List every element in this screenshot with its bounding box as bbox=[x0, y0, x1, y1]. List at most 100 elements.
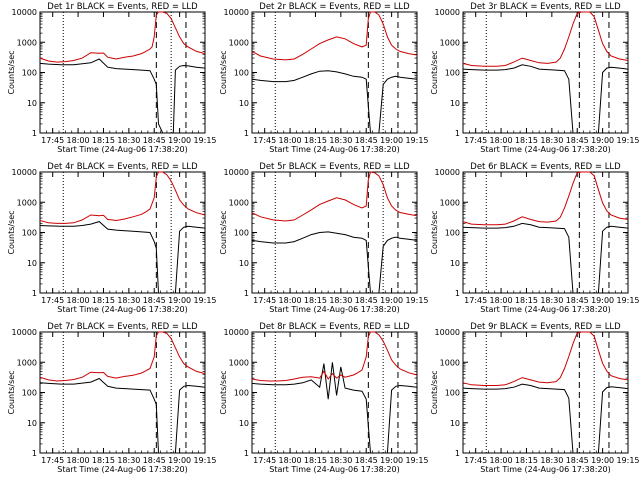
panel-2-series-black bbox=[251, 70, 418, 134]
panel-5-ytick-label-1: 10 bbox=[239, 259, 249, 268]
panel-5-xtick-label-3: 18:30 bbox=[329, 296, 352, 305]
panel-3-ytick-label-3: 1000 bbox=[440, 38, 460, 47]
panel-4-ylabel: Counts/sec bbox=[7, 210, 16, 254]
panel-8-ytick-label-4: 10000 bbox=[224, 328, 249, 337]
panel-6-frame bbox=[462, 171, 629, 294]
panel-8-ytick-label-3: 1000 bbox=[229, 358, 249, 367]
panel-5-title: Det 5r BLACK = Events, RED = LLD bbox=[259, 162, 410, 172]
panel-6-ytick-label-1: 10 bbox=[450, 259, 460, 268]
panel-1-ytick-label-1: 10 bbox=[27, 99, 37, 108]
panel-3-title: Det 3r BLACK = Events, RED = LLD bbox=[470, 2, 621, 12]
panel-4-xtick-label-4: 18:45 bbox=[143, 296, 166, 305]
panel-7-xtick-label-4: 18:45 bbox=[143, 456, 166, 465]
panel-4-xtick-label-2: 18:15 bbox=[92, 296, 115, 305]
panel-8-xtick-label-5: 19:00 bbox=[380, 456, 403, 465]
panel-6-ylabel: Counts/sec bbox=[430, 210, 439, 254]
panel-1-xtick-label-4: 18:45 bbox=[143, 136, 166, 145]
panel-7-series-black bbox=[39, 377, 206, 454]
panel-2-ytick-label-2: 100 bbox=[234, 69, 249, 78]
panel-3-ytick-label-2: 100 bbox=[445, 69, 460, 78]
panel-2-ylabel: Counts/sec bbox=[219, 50, 228, 94]
panel-1-ytick-label-4: 10000 bbox=[12, 8, 37, 17]
panel-2-series-red bbox=[251, 11, 418, 61]
panel-3-ytick-label-1: 10 bbox=[450, 99, 460, 108]
panel-8-xtick-label-3: 18:30 bbox=[329, 456, 352, 465]
panel-6-xlabel: Start Time (24-Aug-06 17:38:20) bbox=[480, 305, 611, 314]
panel-1-series-black bbox=[39, 58, 206, 134]
panel-7-ylabel: Counts/sec bbox=[7, 370, 16, 414]
panel-3-ytick-label-0: 1 bbox=[455, 129, 460, 138]
panel-4-series-black bbox=[39, 221, 206, 294]
panel-8-ytick-label-2: 100 bbox=[234, 389, 249, 398]
panel-1-xtick-label-3: 18:30 bbox=[117, 136, 140, 145]
panel-1-ytick-label-2: 100 bbox=[22, 69, 37, 78]
panel-7-series-red bbox=[39, 331, 206, 382]
panel-2-title: Det 2r BLACK = Events, RED = LLD bbox=[259, 2, 410, 12]
panel-4-xlabel: Start Time (24-Aug-06 17:38:20) bbox=[57, 305, 188, 314]
panel-9-xtick-label-3: 18:30 bbox=[540, 456, 563, 465]
panel-9-series-black bbox=[462, 383, 629, 454]
panel-4-ytick-label-0: 1 bbox=[32, 289, 37, 298]
panel-9-xtick-label-1: 18:00 bbox=[490, 456, 513, 465]
panel-5-xtick-label-4: 18:45 bbox=[355, 296, 378, 305]
panel-6-xtick-label-5: 19:00 bbox=[591, 296, 614, 305]
panel-7-xtick-label-0: 17:45 bbox=[41, 456, 64, 465]
panel-4-title: Det 4r BLACK = Events, RED = LLD bbox=[47, 162, 198, 172]
panel-6-ytick-label-3: 1000 bbox=[440, 198, 460, 207]
panel-4-xtick-label-6: 19:15 bbox=[193, 296, 216, 305]
panel-1-xtick-label-1: 18:00 bbox=[67, 136, 90, 145]
panel-7-ytick-label-4: 10000 bbox=[12, 328, 37, 337]
panel-1-title: Det 1r BLACK = Events, RED = LLD bbox=[47, 2, 198, 12]
panel-3-xtick-label-1: 18:00 bbox=[490, 136, 513, 145]
panel-1-frame bbox=[39, 11, 206, 134]
panel-5-ytick-label-0: 1 bbox=[244, 289, 249, 298]
panel-1-xtick-label-5: 19:00 bbox=[168, 136, 191, 145]
panel-8-xlabel: Start Time (24-Aug-06 17:38:20) bbox=[269, 465, 400, 474]
panel-5-xtick-label-2: 18:15 bbox=[304, 296, 327, 305]
panel-4-xtick-label-1: 18:00 bbox=[67, 296, 90, 305]
panel-9-ytick-label-4: 10000 bbox=[435, 328, 460, 337]
panel-5-ytick-label-3: 1000 bbox=[229, 198, 249, 207]
panel-2-xtick-label-2: 18:15 bbox=[304, 136, 327, 145]
panel-7-xtick-label-6: 19:15 bbox=[193, 456, 216, 465]
panel-2-frame bbox=[251, 11, 418, 134]
panel-7-xtick-label-1: 18:00 bbox=[67, 456, 90, 465]
panel-4-ytick-label-4: 10000 bbox=[12, 168, 37, 177]
panel-2-xtick-label-6: 19:15 bbox=[405, 136, 428, 145]
panel-2-xtick-label-3: 18:30 bbox=[329, 136, 352, 145]
panel-5-series-red bbox=[251, 171, 418, 222]
panel-7-xtick-label-2: 18:15 bbox=[92, 456, 115, 465]
panel-7-xtick-label-3: 18:30 bbox=[117, 456, 140, 465]
panel-9-xtick-label-2: 18:15 bbox=[515, 456, 538, 465]
panel-2-xtick-label-0: 17:45 bbox=[253, 136, 276, 145]
panel-1-xtick-label-2: 18:15 bbox=[92, 136, 115, 145]
panel-8-series-red bbox=[251, 331, 418, 382]
panel-3-xtick-label-2: 18:15 bbox=[515, 136, 538, 145]
panel-9-ylabel: Counts/sec bbox=[430, 370, 439, 414]
panel-9-xlabel: Start Time (24-Aug-06 17:38:20) bbox=[480, 465, 611, 474]
panel-8-ylabel: Counts/sec bbox=[219, 370, 228, 414]
panel-4-ytick-label-3: 1000 bbox=[17, 198, 37, 207]
panel-4-xtick-label-0: 17:45 bbox=[41, 296, 64, 305]
panel-7-title: Det 7r BLACK = Events, RED = LLD bbox=[47, 322, 198, 332]
panel-7-ytick-label-0: 1 bbox=[32, 449, 37, 458]
panel-6-ytick-label-2: 100 bbox=[445, 229, 460, 238]
panel-1-ylabel: Counts/sec bbox=[7, 50, 16, 94]
panel-2-xtick-label-1: 18:00 bbox=[279, 136, 302, 145]
panel-8-ytick-label-1: 10 bbox=[239, 419, 249, 428]
panel-1-xtick-label-6: 19:15 bbox=[193, 136, 216, 145]
panel-3-xtick-label-4: 18:45 bbox=[566, 136, 589, 145]
panel-4-xtick-label-5: 19:00 bbox=[168, 296, 191, 305]
panel-8-xtick-label-4: 18:45 bbox=[355, 456, 378, 465]
panel-8-xtick-label-6: 19:15 bbox=[405, 456, 428, 465]
panel-5-xlabel: Start Time (24-Aug-06 17:38:20) bbox=[269, 305, 400, 314]
panel-3-xlabel: Start Time (24-Aug-06 17:38:20) bbox=[480, 145, 611, 154]
panel-4-series-red bbox=[39, 171, 206, 224]
panel-5-ytick-label-2: 100 bbox=[234, 229, 249, 238]
panel-2-xlabel: Start Time (24-Aug-06 17:38:20) bbox=[269, 145, 400, 154]
panel-2-ytick-label-1: 10 bbox=[239, 99, 249, 108]
panel-8-xtick-label-2: 18:15 bbox=[304, 456, 327, 465]
panel-7-ytick-label-1: 10 bbox=[27, 419, 37, 428]
panel-5-ylabel: Counts/sec bbox=[219, 210, 228, 254]
